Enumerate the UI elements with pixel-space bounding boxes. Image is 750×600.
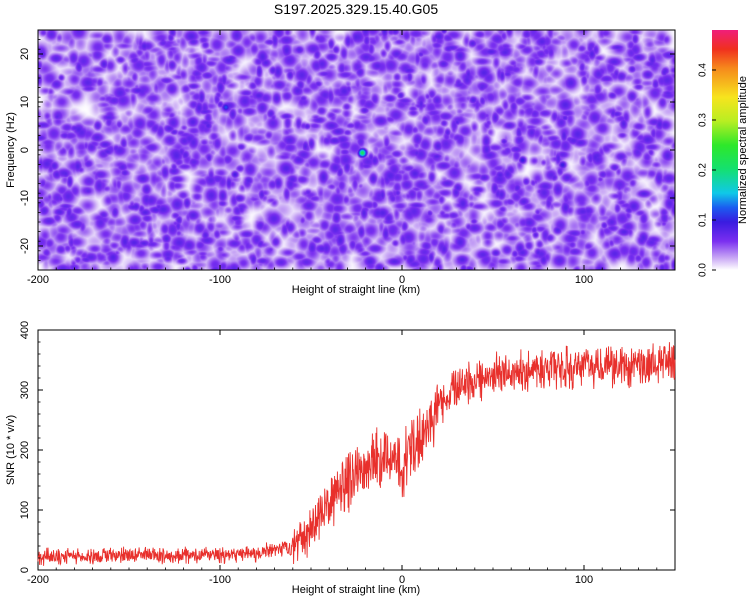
heatmap-ytick-label: 10 [19,96,31,108]
snr-xtick-label: 0 [399,574,405,586]
heatmap-plot-area [38,30,675,270]
snr-ytick-label: 300 [19,381,31,399]
heatmap-ytick-label: 0 [19,147,31,153]
colorbar-tick-label: 0.1 [698,213,709,227]
snr-xtick-label: -100 [209,574,231,586]
snr-x-axis: -200 -100 0 100 [27,330,676,586]
heatmap-ytick-label: -10 [19,190,31,206]
colorbar [712,30,738,270]
snr-series-line [37,342,676,566]
colorbar-tick-label: 0.4 [698,63,709,77]
heatmap-ytick-label: -20 [19,238,31,254]
colorbar-tick-label: 0.0 [698,263,709,277]
colorbar-label: Normalized spectral amplitude [737,76,749,224]
snr-ytick-label: 400 [19,321,31,339]
heatmap-xtick-label: 0 [399,274,405,286]
heatmap-title: S197.2025.329.15.40.G05 [274,1,438,17]
colorbar-tick-label: 0.3 [698,113,709,127]
colorbar-tick-label: 0.2 [698,163,709,177]
heatmap-x-axis: -200 -100 0 100 [27,30,676,286]
heatmap-x-label: Height of straight line (km) [292,284,420,296]
snr-xtick-label: -200 [27,574,49,586]
heatmap-xtick-label: -200 [27,274,49,286]
snr-y-axis: 0 100 200 300 400 [19,321,675,573]
colorbar-axis: 0.0 0.1 0.2 0.3 0.4 [698,63,716,277]
snr-x-label: Height of straight line (km) [292,584,420,596]
heatmap-y-axis: 20 10 0 -10 -20 [19,29,675,271]
heatmap-y-label: Frequency (Hz) [5,112,17,188]
snr-ytick-label: 100 [19,501,31,519]
heatmap-xtick-label: -100 [209,274,231,286]
snr-ytick-label: 0 [19,567,31,573]
heatmap-ytick-label: 20 [19,48,31,60]
snr-ytick-label: 200 [19,441,31,459]
snr-xtick-label: 100 [575,574,593,586]
heatmap-canvas [38,30,675,270]
snr-y-label: SNR (10 * v/v) [5,415,17,485]
heatmap-xtick-label: 100 [575,274,593,286]
